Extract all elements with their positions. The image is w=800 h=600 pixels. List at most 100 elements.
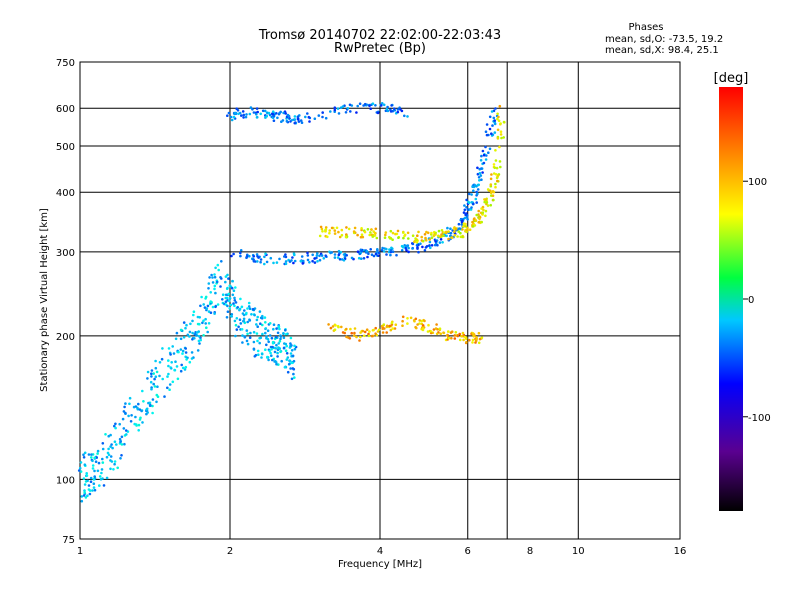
data-point — [356, 104, 360, 108]
data-point — [221, 298, 224, 301]
data-point — [321, 111, 325, 114]
data-point — [263, 255, 266, 259]
data-point — [465, 206, 468, 209]
data-point — [265, 260, 269, 264]
data-point — [241, 334, 244, 337]
data-point — [105, 455, 109, 459]
data-point — [266, 329, 270, 333]
data-point — [273, 350, 277, 354]
data-point — [274, 347, 278, 350]
data-point — [77, 469, 81, 472]
data-point — [107, 434, 110, 438]
data-point — [279, 350, 282, 354]
data-point — [421, 324, 425, 327]
data-point — [292, 372, 295, 376]
data-point — [199, 336, 202, 340]
data-point — [145, 412, 148, 416]
data-point — [498, 145, 501, 149]
data-point — [329, 326, 333, 330]
series-1 — [318, 104, 506, 244]
data-point — [345, 327, 348, 331]
data-point — [174, 360, 177, 364]
data-point — [439, 235, 442, 239]
data-point — [492, 190, 496, 194]
data-point — [488, 127, 492, 131]
data-point — [349, 110, 352, 113]
x-tick-label: 6 — [465, 546, 471, 557]
data-point — [342, 259, 346, 262]
data-point — [149, 380, 153, 384]
data-point — [271, 345, 274, 349]
data-point — [333, 253, 337, 256]
data-point — [154, 375, 158, 379]
data-point — [228, 307, 231, 310]
data-point — [248, 336, 252, 340]
data-point — [258, 310, 262, 313]
data-point — [369, 231, 372, 234]
data-point — [355, 111, 358, 114]
data-point — [247, 301, 251, 305]
data-point — [141, 421, 144, 424]
data-point — [430, 231, 433, 235]
data-point — [417, 250, 420, 254]
data-point — [396, 229, 400, 233]
data-point — [439, 238, 443, 241]
data-point — [181, 366, 185, 370]
data-point — [496, 137, 500, 140]
data-point — [113, 460, 117, 463]
data-point — [382, 103, 386, 107]
data-point — [490, 110, 494, 113]
data-point — [458, 227, 462, 230]
data-point — [286, 370, 290, 374]
data-point — [475, 201, 479, 204]
data-point — [485, 133, 489, 137]
data-point — [229, 115, 233, 119]
data-point — [200, 295, 203, 299]
data-point — [447, 230, 450, 233]
data-point — [381, 246, 384, 250]
data-point — [284, 342, 288, 346]
data-point — [363, 230, 367, 234]
data-point — [375, 236, 379, 240]
data-point — [233, 296, 236, 300]
data-point — [150, 375, 153, 378]
data-point — [96, 469, 100, 473]
data-point — [481, 211, 485, 214]
data-point — [391, 250, 395, 253]
data-point — [233, 299, 237, 302]
data-point — [499, 122, 502, 125]
data-point — [116, 466, 119, 470]
data-point — [336, 107, 340, 110]
data-point — [105, 476, 109, 480]
data-point — [471, 220, 474, 224]
data-point — [113, 462, 116, 466]
data-point — [83, 491, 86, 494]
data-point — [213, 287, 216, 291]
data-point — [360, 250, 364, 253]
data-point — [271, 110, 275, 113]
data-point — [138, 408, 142, 411]
data-point — [252, 111, 256, 114]
data-point — [326, 235, 329, 239]
data-point — [86, 479, 89, 483]
data-point — [234, 334, 237, 338]
data-point — [453, 230, 456, 233]
data-point — [377, 251, 381, 255]
data-point — [217, 268, 220, 272]
data-point — [293, 347, 297, 351]
data-point — [101, 442, 105, 445]
data-point — [374, 104, 377, 107]
data-point — [213, 312, 216, 315]
data-point — [289, 352, 293, 355]
data-point — [421, 327, 425, 330]
y-tick-label: 750 — [56, 58, 75, 69]
data-point — [299, 259, 303, 263]
data-point — [432, 328, 436, 331]
data-point — [337, 325, 340, 329]
data-point — [140, 409, 143, 413]
data-point — [91, 464, 95, 467]
data-point — [93, 488, 97, 492]
data-point — [475, 337, 479, 341]
data-point — [185, 323, 188, 327]
data-point — [236, 306, 239, 309]
